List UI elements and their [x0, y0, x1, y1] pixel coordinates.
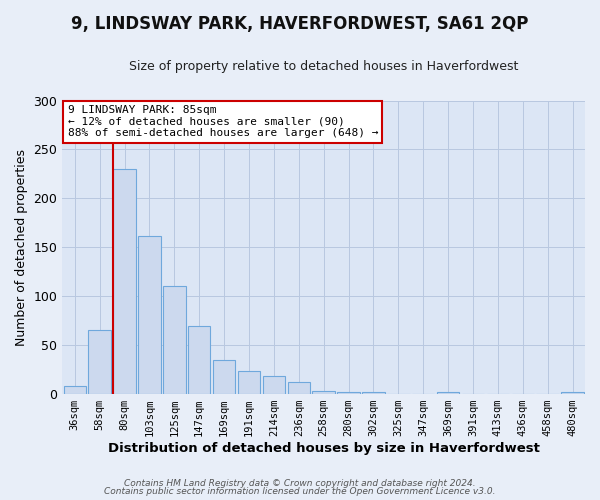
Y-axis label: Number of detached properties: Number of detached properties	[15, 149, 28, 346]
Bar	[188, 326, 211, 394]
Bar	[287, 382, 310, 394]
Bar	[88, 330, 111, 394]
Bar	[238, 370, 260, 394]
Bar	[313, 391, 335, 394]
Bar	[113, 169, 136, 394]
Bar	[562, 392, 584, 394]
Bar	[64, 386, 86, 394]
Title: Size of property relative to detached houses in Haverfordwest: Size of property relative to detached ho…	[129, 60, 518, 73]
Bar	[213, 360, 235, 394]
Bar	[337, 392, 360, 394]
Bar	[362, 392, 385, 394]
Bar	[163, 286, 185, 394]
Bar	[437, 392, 460, 394]
Text: Contains public sector information licensed under the Open Government Licence v3: Contains public sector information licen…	[104, 487, 496, 496]
Text: 9, LINDSWAY PARK, HAVERFORDWEST, SA61 2QP: 9, LINDSWAY PARK, HAVERFORDWEST, SA61 2Q…	[71, 15, 529, 33]
Bar	[263, 376, 285, 394]
Text: 9 LINDSWAY PARK: 85sqm
← 12% of detached houses are smaller (90)
88% of semi-det: 9 LINDSWAY PARK: 85sqm ← 12% of detached…	[68, 105, 378, 138]
Bar	[138, 236, 161, 394]
X-axis label: Distribution of detached houses by size in Haverfordwest: Distribution of detached houses by size …	[108, 442, 539, 455]
Text: Contains HM Land Registry data © Crown copyright and database right 2024.: Contains HM Land Registry data © Crown c…	[124, 478, 476, 488]
